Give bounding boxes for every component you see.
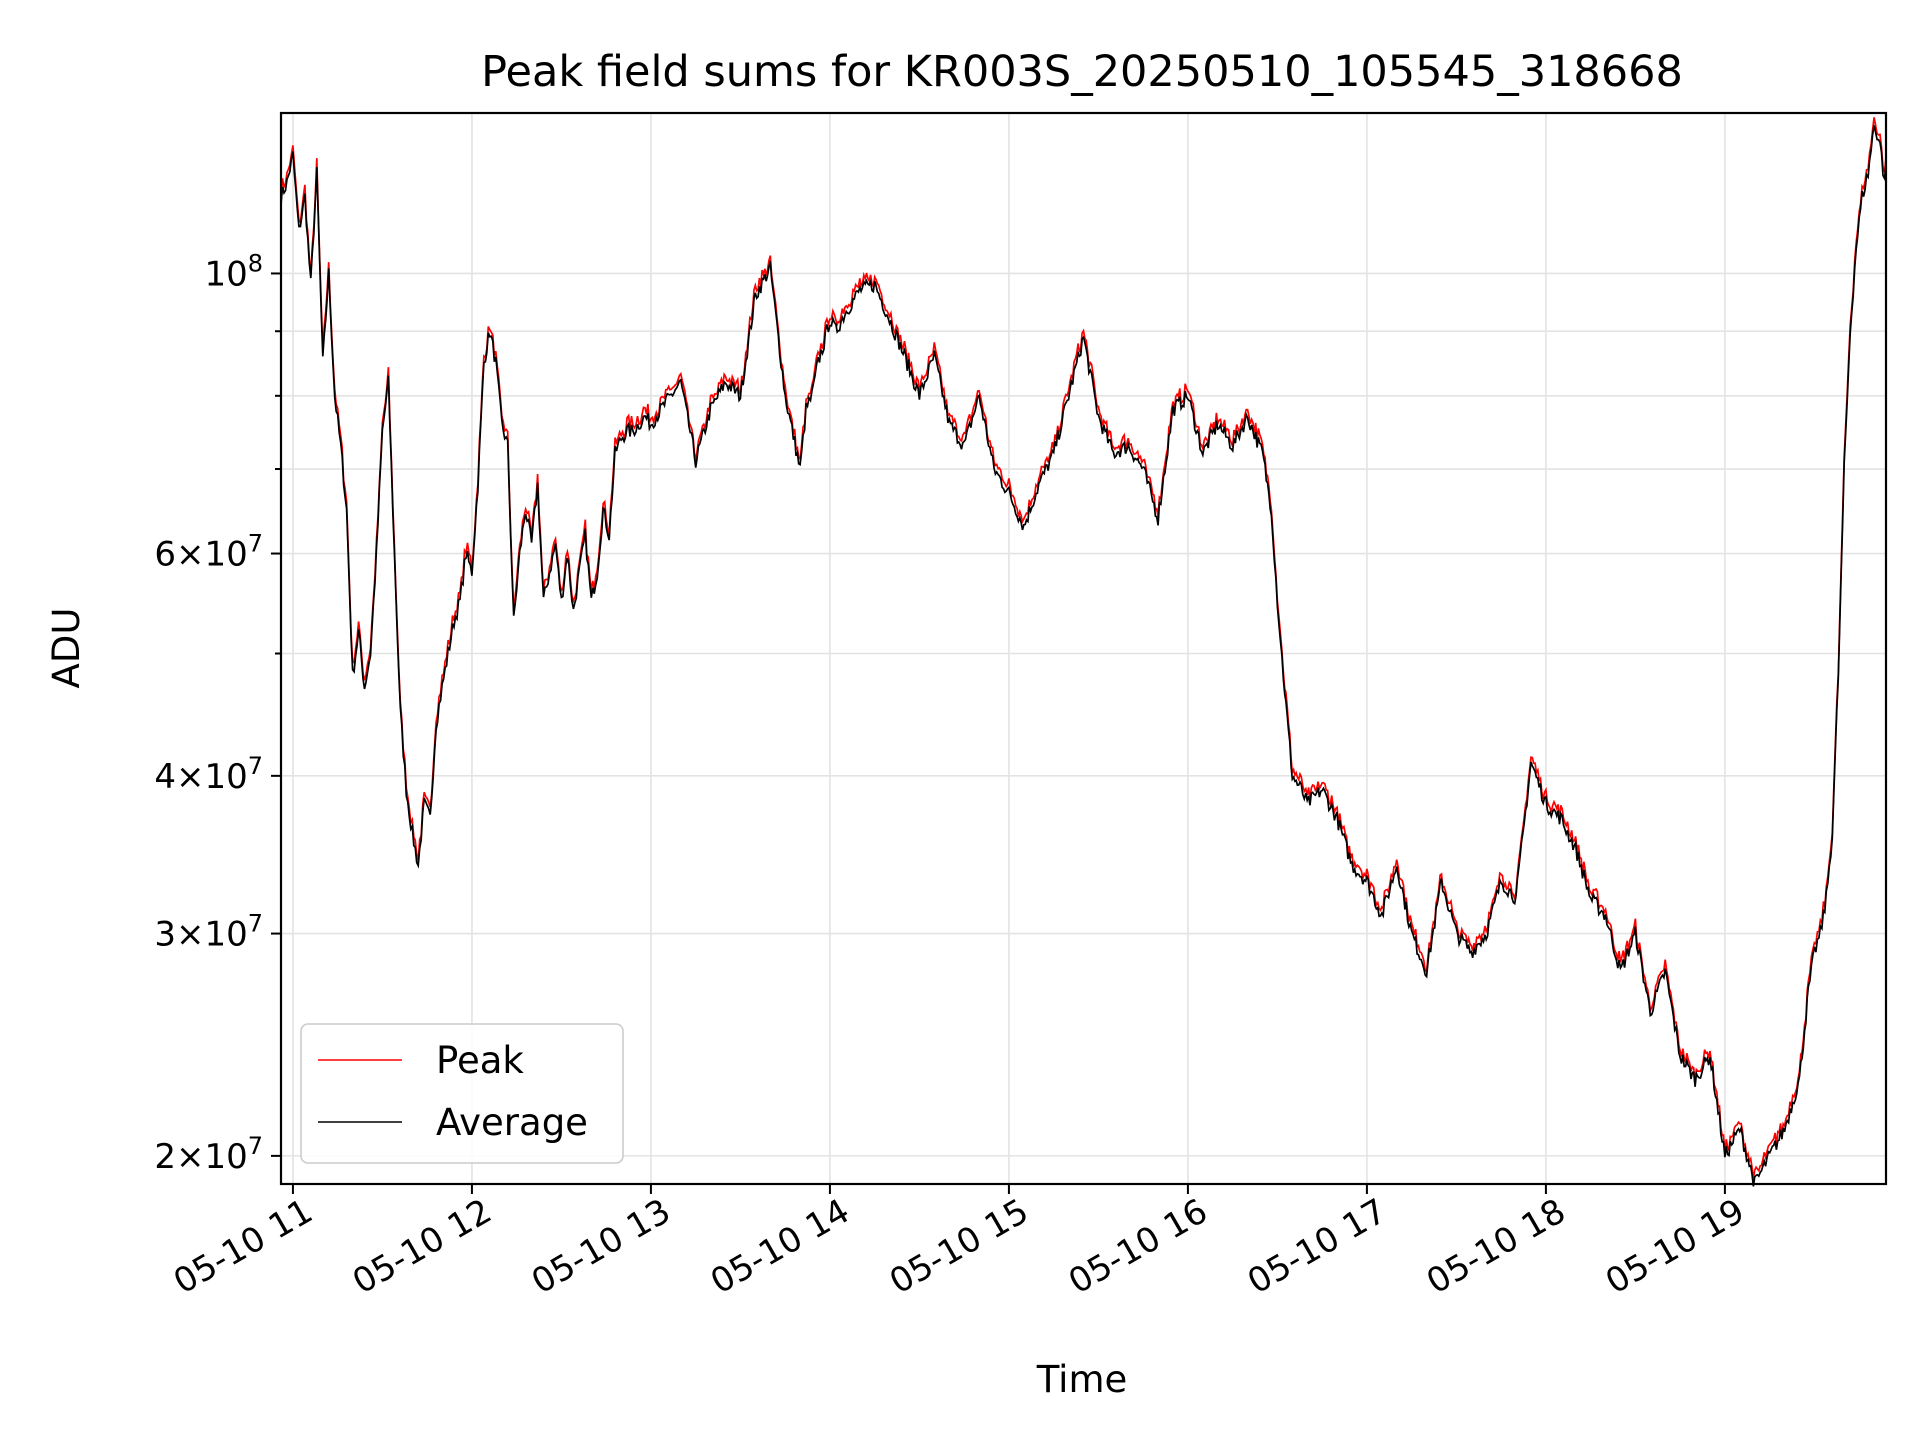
y-axis-label: ADU	[45, 608, 88, 689]
legend-box	[300, 1023, 624, 1164]
y-tick-label: 3×107	[154, 910, 263, 955]
y-tick-label: 4×107	[154, 752, 263, 797]
y-tick-label: 108	[204, 249, 263, 294]
x-axis-label: Time	[1036, 1358, 1128, 1401]
legend-label-average: Average	[436, 1101, 588, 1144]
y-tick-label: 2×107	[154, 1132, 263, 1177]
series-line-peak	[280, 117, 1887, 1179]
legend: Peak Average	[300, 1023, 624, 1164]
series-lines	[280, 117, 1887, 1187]
grid	[281, 113, 1886, 1184]
y-axis: 2×107 3×107 4×107 6×107 108	[154, 249, 281, 1177]
chart-title: Peak field sums for KR003S_20250510_1055…	[481, 47, 1683, 97]
y-tick-label: 6×107	[154, 530, 263, 575]
series-line-average	[280, 125, 1887, 1187]
legend-label-peak: Peak	[436, 1039, 524, 1082]
plot-frame	[279, 111, 1888, 1186]
